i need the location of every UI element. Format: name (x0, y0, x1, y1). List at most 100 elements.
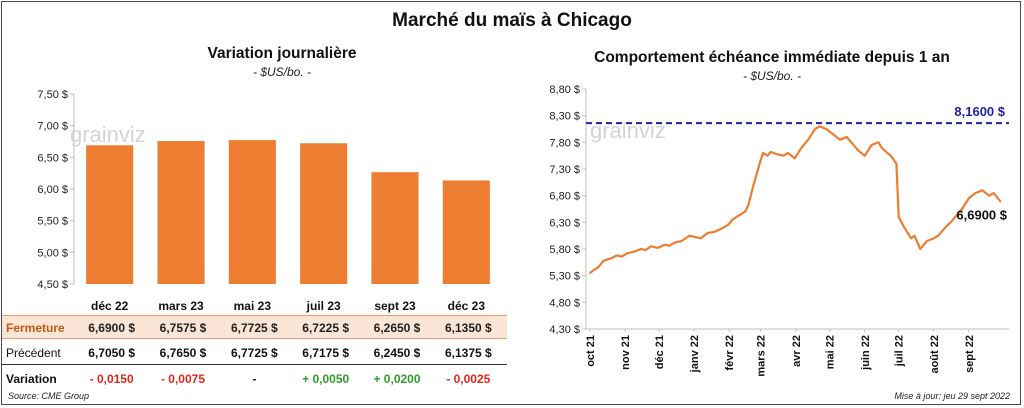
x-tick-label: déc 21 (654, 335, 666, 369)
data-point (992, 192, 995, 194)
data-point (754, 178, 756, 181)
data-point (857, 149, 859, 152)
data-point (668, 244, 671, 247)
row-label: Fermeture (6, 321, 65, 335)
x-tick-label: mars 22 (756, 335, 768, 377)
data-point (807, 138, 810, 141)
data-point (913, 234, 916, 237)
y-tick-label: 4,50 $ (37, 279, 68, 291)
x-tick-label: nov 21 (620, 335, 632, 370)
bar-chart-title: Variation journalière (207, 45, 357, 62)
data-point (639, 248, 642, 250)
data-point (967, 197, 970, 200)
data-point (814, 128, 816, 130)
data-point (919, 248, 922, 250)
watermark-text: grainviz (70, 122, 146, 147)
table-row-variation: Variation - 0,0150 - 0,0075 - + 0,0050 +… (2, 367, 507, 391)
data-point (949, 221, 952, 224)
data-point (680, 240, 683, 242)
table-cell: - 0,0075 (160, 372, 206, 386)
x-tick-label: avr 22 (791, 335, 803, 367)
data-point (800, 146, 803, 149)
table-cell: 6,7725 $ (230, 321, 278, 335)
data-point (786, 152, 789, 154)
data-point (731, 218, 734, 221)
data-point (663, 243, 666, 246)
bar-chart-subtitle: - $US/bo. - (252, 65, 312, 79)
x-tick-label: sept 22 (964, 335, 976, 373)
bar (86, 145, 134, 284)
data-point (937, 234, 940, 237)
data-point (747, 204, 750, 207)
data-point (775, 153, 778, 155)
row-label: Précédent (6, 346, 61, 360)
data-point (770, 151, 772, 153)
data-point (699, 237, 702, 240)
data-point (839, 138, 841, 141)
y-tick-label: 4,30 $ (549, 324, 580, 336)
data-point (889, 154, 892, 157)
data-point (850, 141, 853, 144)
data-point (782, 154, 785, 157)
data-point (793, 157, 796, 160)
updated-note: Mise à jour: jeu 29 sept 2022 (894, 391, 1010, 401)
line-chart: 4,30 $ 4,80 $ 5,30 $ 5,80 $ 6,30 $ 6,80 $ 7,30… (549, 84, 1009, 377)
data-point (650, 245, 652, 248)
y-tick-label: 5,30 $ (549, 271, 580, 283)
y-tick-label: 5,00 $ (37, 247, 68, 259)
table-cell: 6,7575 $ (159, 321, 207, 335)
data-point (616, 254, 619, 257)
bar-chart: 4,50 $ 5,00 $ 5,50 $ 6,00 $ 6,50 $ 7,00 $ 7,50… (37, 89, 490, 313)
data-point (727, 224, 729, 226)
table-cell: 6,7225 $ (302, 321, 350, 335)
y-tick-label: 6,30 $ (549, 217, 580, 229)
data-point (886, 152, 889, 154)
data-point (944, 226, 946, 229)
y-tick-label: 7,00 $ (37, 121, 68, 133)
data-point (609, 257, 612, 260)
row-label: Variation (6, 372, 57, 386)
data-point (644, 249, 647, 251)
x-tick-label: déc 22 (91, 299, 129, 313)
table-row-close: Fermeture 6,6900 $ 6,7575 $ 6,7725 $ 6,7… (2, 315, 507, 339)
x-tick-label: mai 23 (234, 299, 272, 313)
y-tick-label: 6,50 $ (37, 152, 68, 164)
x-tick-label: oct 21 (585, 335, 597, 367)
bar (228, 140, 276, 284)
table-cell: - 0,0025 (446, 372, 491, 386)
data-point (762, 152, 764, 154)
data-point (720, 227, 723, 230)
data-point (688, 234, 691, 237)
x-tick-label: juin 22 (860, 335, 872, 371)
data-point (825, 128, 828, 130)
data-point (910, 237, 913, 240)
data-point (751, 186, 754, 189)
table-cell: - (252, 372, 257, 386)
data-point (589, 272, 591, 274)
table-cell: - 0,0150 (89, 372, 134, 386)
data-point (706, 232, 709, 234)
table-cell: + 0,0050 (302, 372, 350, 386)
data-point (877, 141, 880, 144)
table-row-previous: Précédent 6,7050 $ 6,7650 $ 6,7725 $ 6,7… (2, 341, 507, 365)
data-point (673, 241, 676, 244)
table-cell: 6,7050 $ (88, 346, 136, 360)
data-point (926, 240, 928, 242)
table-cell: 6,1350 $ (444, 321, 492, 335)
main-title: Marché du maïs à Chicago (392, 10, 632, 31)
x-tick-label: août 22 (929, 335, 941, 374)
x-tick-label: mai 22 (825, 335, 837, 369)
bar (371, 172, 419, 284)
data-point (961, 208, 963, 210)
data-point (863, 154, 866, 157)
data-point (903, 226, 906, 229)
table-cell: 6,6900 $ (88, 321, 136, 335)
data-point (880, 146, 883, 149)
price-series-line (589, 125, 1002, 274)
line-chart-title: Comportement échéance immédiate depuis 1… (594, 49, 950, 66)
table-cell: 6,2450 $ (373, 346, 421, 360)
table-cell: 6,7725 $ (230, 346, 278, 360)
data-point (656, 247, 659, 249)
table-cell: 6,1375 $ (444, 346, 492, 360)
bar (442, 180, 490, 284)
